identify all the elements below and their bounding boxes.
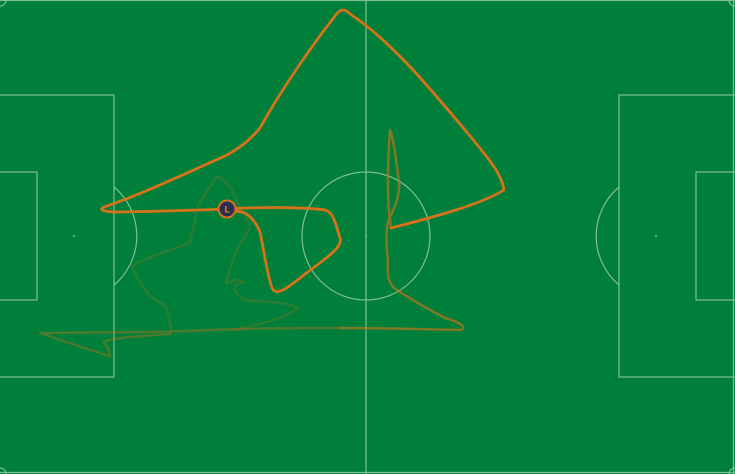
center-spot (365, 235, 367, 237)
penalty-box-right (618, 94, 735, 378)
trail-segment-oldest (130, 174, 300, 336)
goal-area-right (695, 171, 735, 301)
player-label: L (224, 206, 230, 216)
trail-segment-older (38, 326, 342, 358)
penalty-box-left (0, 94, 115, 378)
player-marker-circle (217, 199, 237, 219)
penalty-spot-right (655, 235, 657, 237)
penalty-arc-right (595, 186, 620, 286)
goal-area-left (0, 171, 38, 301)
player-marker-icon[interactable]: L (217, 199, 237, 219)
movement-trail-current (100, 8, 506, 293)
movement-trail-faded (38, 128, 465, 358)
penalty-spot-left (73, 235, 75, 237)
center-circle (301, 171, 431, 301)
penalty-arc-left (113, 186, 138, 286)
corner-arc-top-left (0, 0, 7, 7)
trail-segment-recent (338, 128, 465, 332)
